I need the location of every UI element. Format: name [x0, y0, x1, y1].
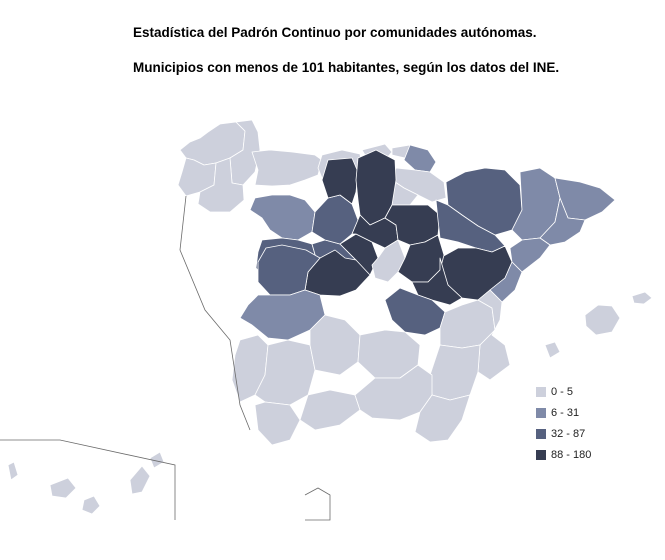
legend-label-6-31: 6 - 31	[551, 406, 580, 419]
map-legend: 0 - 5 6 - 31 32 - 87 88 - 180	[536, 386, 591, 470]
legend-item-88-180: 88 - 180	[536, 448, 592, 461]
province-la-palma	[7, 461, 19, 481]
legend-swatch-88-180	[536, 449, 546, 460]
map-title-line-2: Municipios con menos de 101 habitantes, …	[133, 60, 560, 75]
province-ourense	[197, 157, 245, 213]
ceuta-melilla-outline	[304, 487, 331, 521]
province-almeria	[414, 394, 471, 443]
province-asturias	[251, 149, 323, 187]
map-title-line-1: Estadística del Padrón Continuo por comu…	[133, 25, 537, 40]
legend-label-32-87: 32 - 87	[551, 427, 586, 440]
province-malaga	[299, 389, 361, 431]
province-sevilla	[254, 339, 316, 406]
province-cordoba	[309, 314, 361, 376]
province-menorca	[631, 291, 653, 305]
legend-item-6-31: 6 - 31	[536, 406, 591, 419]
province-valencia	[477, 289, 503, 336]
province-cadiz	[254, 401, 301, 446]
province-murcia	[429, 344, 481, 401]
portugal-coastline	[179, 195, 251, 431]
province-navarra-north	[403, 144, 437, 173]
legend-item-0-5: 0 - 5	[536, 385, 591, 398]
legend-swatch-32-87	[536, 428, 546, 439]
province-lanzarote	[149, 451, 165, 469]
province-barcelona	[539, 197, 586, 246]
legend-item-32-87: 32 - 87	[536, 427, 591, 440]
legend-label-0-5: 0 - 5	[551, 385, 574, 398]
province-leon	[249, 194, 316, 241]
province-tenerife	[49, 477, 77, 499]
province-gran-canaria	[81, 495, 101, 515]
legend-swatch-6-31	[536, 407, 546, 418]
legend-swatch-0-5	[536, 386, 546, 397]
province-mallorca	[584, 304, 621, 336]
province-madrid	[371, 239, 406, 283]
province-fuerteventura	[129, 465, 151, 495]
province-palencia	[321, 157, 359, 205]
canary-box-line	[0, 439, 176, 520]
province-ibiza	[544, 341, 561, 359]
legend-label-88-180: 88 - 180	[551, 448, 592, 461]
